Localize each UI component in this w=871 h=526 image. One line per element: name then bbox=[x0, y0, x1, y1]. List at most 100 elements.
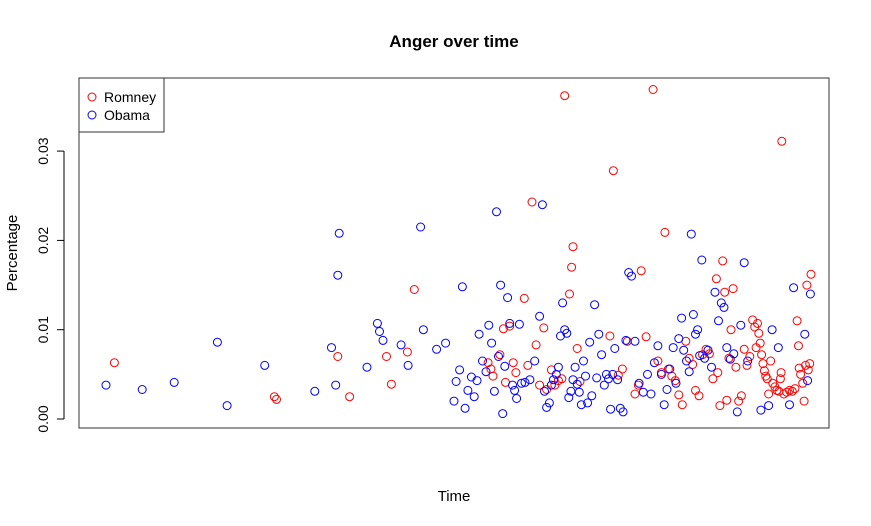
data-point-romney bbox=[345, 392, 355, 402]
y-tick-label: 0.00 bbox=[35, 405, 51, 432]
data-point-obama bbox=[773, 343, 783, 353]
data-point-obama bbox=[656, 369, 666, 379]
x-axis-label: Time bbox=[438, 488, 471, 505]
data-point-obama bbox=[474, 329, 484, 339]
data-point-obama bbox=[736, 320, 746, 330]
data-point-obama bbox=[500, 361, 510, 371]
data-point-obama bbox=[514, 319, 524, 329]
data-point-obama bbox=[512, 394, 522, 403]
legend-box bbox=[78, 77, 165, 133]
data-point-obama bbox=[416, 222, 426, 232]
data-point-obama bbox=[643, 369, 652, 379]
data-point-obama bbox=[646, 389, 656, 399]
data-point-romney bbox=[572, 344, 582, 353]
data-point-romney bbox=[648, 85, 658, 94]
data-point-obama bbox=[803, 376, 813, 386]
data-point-obama bbox=[668, 343, 678, 353]
data-point-romney bbox=[535, 380, 545, 390]
data-point-obama bbox=[767, 325, 777, 335]
data-point-obama bbox=[606, 404, 616, 414]
data-point-romney bbox=[488, 371, 498, 381]
data-point-obama bbox=[732, 407, 742, 417]
data-point-obama bbox=[530, 356, 540, 366]
data-point-romney bbox=[519, 293, 529, 303]
data-point-obama bbox=[621, 335, 631, 345]
data-point-obama bbox=[487, 338, 497, 348]
data-point-romney bbox=[787, 386, 797, 396]
data-point-romney bbox=[617, 364, 627, 374]
data-point-obama bbox=[496, 280, 506, 290]
data-point-obama bbox=[674, 334, 684, 344]
data-point-obama bbox=[540, 386, 549, 396]
data-point-romney bbox=[806, 269, 816, 279]
data-point-obama bbox=[460, 403, 470, 413]
data-point-romney bbox=[762, 374, 772, 384]
data-point-obama bbox=[375, 327, 384, 336]
y-tick-label: 0.03 bbox=[35, 137, 51, 164]
data-point-romney bbox=[766, 356, 776, 366]
data-point-obama bbox=[455, 365, 465, 375]
data-point-obama bbox=[756, 405, 766, 415]
data-point-obama bbox=[484, 320, 494, 330]
data-point-romney bbox=[782, 387, 792, 397]
data-point-obama bbox=[697, 255, 707, 265]
data-point-obama bbox=[498, 409, 508, 419]
series-romney bbox=[109, 85, 816, 411]
data-point-romney bbox=[272, 394, 281, 404]
data-point-obama bbox=[489, 386, 499, 396]
data-point-obama bbox=[677, 313, 687, 323]
data-point-obama bbox=[613, 375, 623, 385]
data-point-romney bbox=[715, 401, 725, 411]
data-point-romney bbox=[527, 197, 537, 207]
data-point-romney bbox=[731, 362, 741, 372]
data-point-romney bbox=[636, 266, 646, 276]
data-point-romney bbox=[764, 389, 774, 399]
data-point-romney bbox=[775, 374, 785, 384]
data-point-obama bbox=[659, 400, 669, 410]
data-point-obama bbox=[418, 325, 428, 335]
data-point-romney bbox=[568, 242, 578, 252]
data-point-romney bbox=[779, 389, 789, 399]
data-point-romney bbox=[560, 91, 570, 101]
data-point-obama bbox=[508, 380, 517, 390]
data-point-obama bbox=[327, 343, 336, 353]
data-point-romney bbox=[745, 352, 755, 361]
data-point-obama bbox=[372, 318, 382, 328]
data-point-obama bbox=[710, 287, 720, 297]
data-point-obama bbox=[525, 375, 535, 385]
data-point-obama bbox=[492, 207, 501, 217]
legend: Romney Obama bbox=[78, 77, 165, 133]
data-point-obama bbox=[592, 373, 602, 383]
data-point-obama bbox=[334, 228, 344, 238]
data-point-romney bbox=[386, 379, 396, 389]
data-point-obama bbox=[638, 387, 648, 397]
data-point-romney bbox=[630, 389, 640, 399]
data-point-romney bbox=[605, 331, 615, 341]
data-point-obama bbox=[649, 358, 659, 368]
data-point-obama bbox=[671, 378, 681, 388]
data-point-obama bbox=[665, 364, 675, 374]
data-point-romney bbox=[708, 374, 718, 384]
data-point-obama bbox=[466, 372, 476, 382]
data-point-obama bbox=[572, 379, 582, 389]
data-point-romney bbox=[757, 350, 767, 360]
data-point-romney bbox=[333, 352, 343, 361]
data-point-obama bbox=[451, 377, 461, 386]
data-point-romney bbox=[739, 344, 749, 354]
data-point-obama bbox=[169, 377, 179, 387]
data-point-obama bbox=[568, 375, 578, 385]
data-point-romney bbox=[726, 325, 736, 335]
data-point-romney bbox=[713, 368, 723, 378]
data-point-romney bbox=[790, 384, 800, 394]
data-point-obama bbox=[457, 282, 467, 292]
data-point-obama bbox=[805, 289, 815, 299]
data-point-obama bbox=[688, 310, 698, 319]
data-point-obama bbox=[729, 349, 739, 359]
data-point-obama bbox=[478, 356, 487, 366]
data-point-obama bbox=[503, 293, 513, 303]
data-point-romney bbox=[728, 284, 738, 294]
data-point-obama bbox=[505, 318, 515, 328]
data-point-romney bbox=[742, 360, 752, 370]
data-point-romney bbox=[754, 328, 764, 338]
data-point-obama bbox=[574, 387, 584, 397]
